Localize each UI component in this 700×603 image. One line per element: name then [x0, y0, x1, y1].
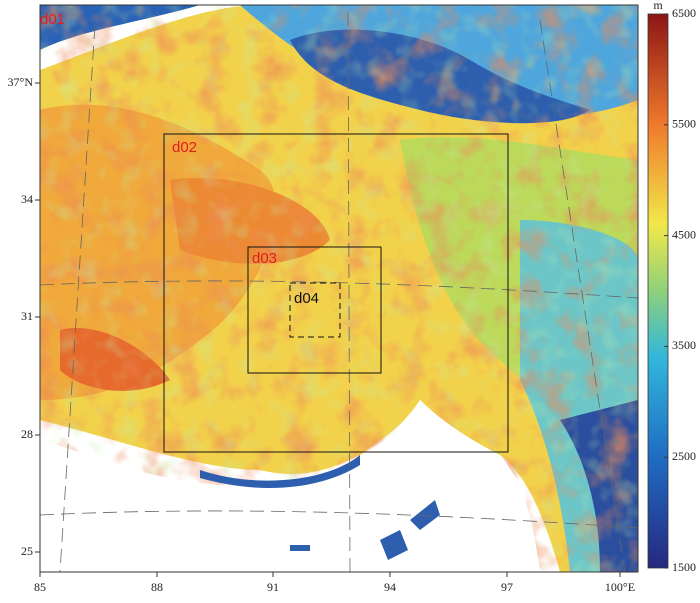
x-tick-label: 88: [151, 580, 163, 594]
x-tick-label: 100°E: [605, 580, 635, 594]
terrain: [40, 5, 638, 572]
y-tick-label: 28: [21, 427, 33, 441]
domain-label: d03: [252, 250, 277, 267]
y-tick-label: 37°N: [8, 75, 34, 89]
x-tick-label: 91: [267, 580, 279, 594]
y-tick-label: 25: [21, 544, 33, 558]
y-tick-label: 31: [21, 309, 33, 323]
domain-label: d04: [294, 290, 319, 307]
domain-box: [163, 133, 509, 453]
colorbar-label: 4500: [672, 227, 696, 241]
colorbar-label: 3500: [672, 338, 696, 352]
colorbar-label: 5500: [672, 117, 696, 131]
colorbar-label: 6500: [672, 6, 696, 20]
domain-box: [247, 246, 382, 374]
colorbar: [647, 13, 669, 569]
x-tick-label: 94: [384, 580, 396, 594]
colorbar-label: 1500: [672, 560, 696, 574]
colorbar-label: 2500: [672, 449, 696, 463]
map-frame: [39, 4, 639, 573]
domain-label: d01: [40, 11, 65, 28]
y-tick-label: 34: [21, 192, 33, 206]
x-tick-label: 85: [34, 580, 46, 594]
domain-box: [289, 282, 341, 338]
x-tick-label: 97: [501, 580, 513, 594]
domain-label: d02: [172, 139, 197, 156]
colorbar-unit: m: [653, 0, 663, 12]
